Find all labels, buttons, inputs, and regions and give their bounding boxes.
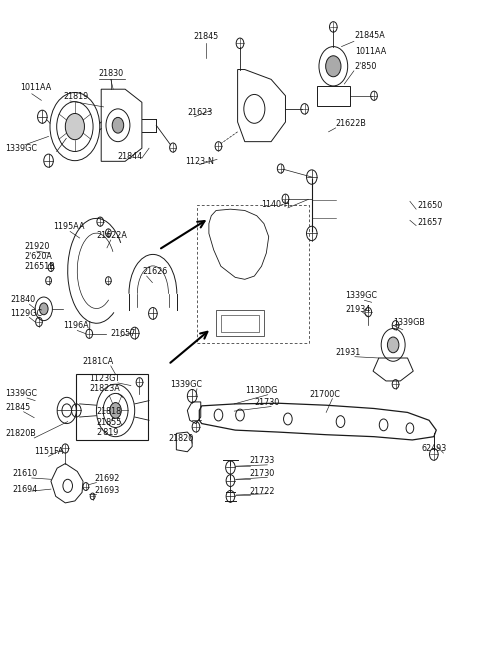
Text: 21845A: 21845A — [355, 31, 385, 40]
Text: 2'819: 2'819 — [96, 428, 119, 438]
Text: 1339GC: 1339GC — [170, 380, 203, 389]
Text: 21830: 21830 — [98, 69, 123, 78]
Text: 21931: 21931 — [336, 348, 361, 357]
Text: 1196AJ: 1196AJ — [63, 321, 91, 330]
Text: 21844: 21844 — [117, 152, 143, 162]
Text: 21626: 21626 — [142, 267, 167, 276]
Circle shape — [110, 403, 121, 419]
Text: 21693: 21693 — [94, 486, 119, 495]
Circle shape — [112, 118, 124, 133]
Text: 62493: 62493 — [422, 444, 447, 453]
Text: 21651B: 21651B — [24, 261, 55, 271]
Text: 21694: 21694 — [12, 485, 38, 493]
Text: 21610: 21610 — [12, 469, 38, 478]
Text: 21650: 21650 — [417, 202, 443, 210]
Text: 1130DG: 1130DG — [245, 386, 277, 395]
Text: 1339GB: 1339GB — [393, 317, 425, 327]
Text: 21730: 21730 — [254, 397, 280, 407]
Text: 1339GC: 1339GC — [345, 291, 377, 300]
Text: 21818: 21818 — [96, 407, 121, 417]
Text: 21622B: 21622B — [336, 119, 367, 128]
Text: 1339GC: 1339GC — [5, 144, 37, 153]
Text: 2181CA: 2181CA — [82, 357, 113, 366]
Text: 2'620A: 2'620A — [24, 252, 52, 261]
Text: 21733: 21733 — [250, 456, 275, 465]
Text: 21623: 21623 — [187, 108, 213, 117]
Text: 2'850: 2'850 — [355, 62, 377, 71]
Text: 21722: 21722 — [250, 487, 275, 495]
Text: 1123GT: 1123GT — [89, 374, 120, 383]
Circle shape — [39, 303, 48, 315]
Circle shape — [65, 114, 84, 140]
Text: 21657: 21657 — [417, 218, 443, 227]
Text: 21622A: 21622A — [96, 231, 127, 240]
Text: 21840: 21840 — [10, 295, 36, 304]
Text: 1195AA: 1195AA — [53, 223, 85, 231]
Text: 1129GC: 1129GC — [10, 309, 42, 318]
Text: 21820B: 21820B — [5, 429, 36, 438]
Text: 21855: 21855 — [96, 418, 122, 427]
Circle shape — [387, 337, 399, 353]
Text: 21657: 21657 — [111, 328, 136, 338]
Text: 21845: 21845 — [5, 403, 31, 412]
Text: 1123-N: 1123-N — [185, 157, 214, 166]
Text: 1151FA: 1151FA — [34, 447, 63, 457]
Text: 21934: 21934 — [345, 305, 371, 314]
Text: 1011AA: 1011AA — [355, 47, 386, 56]
Text: 21920: 21920 — [24, 242, 50, 251]
Text: 21845: 21845 — [194, 32, 219, 41]
Text: 21820: 21820 — [168, 434, 193, 443]
Text: 21700C: 21700C — [310, 390, 340, 399]
Text: 21730: 21730 — [250, 469, 275, 478]
Text: 1140-H: 1140-H — [262, 200, 290, 208]
Text: 1339GC: 1339GC — [5, 389, 37, 398]
Text: 1011AA: 1011AA — [20, 83, 51, 93]
Circle shape — [325, 56, 341, 77]
Text: 21819: 21819 — [63, 92, 88, 101]
Text: 21823A: 21823A — [89, 384, 120, 394]
Text: 21692: 21692 — [94, 474, 120, 484]
